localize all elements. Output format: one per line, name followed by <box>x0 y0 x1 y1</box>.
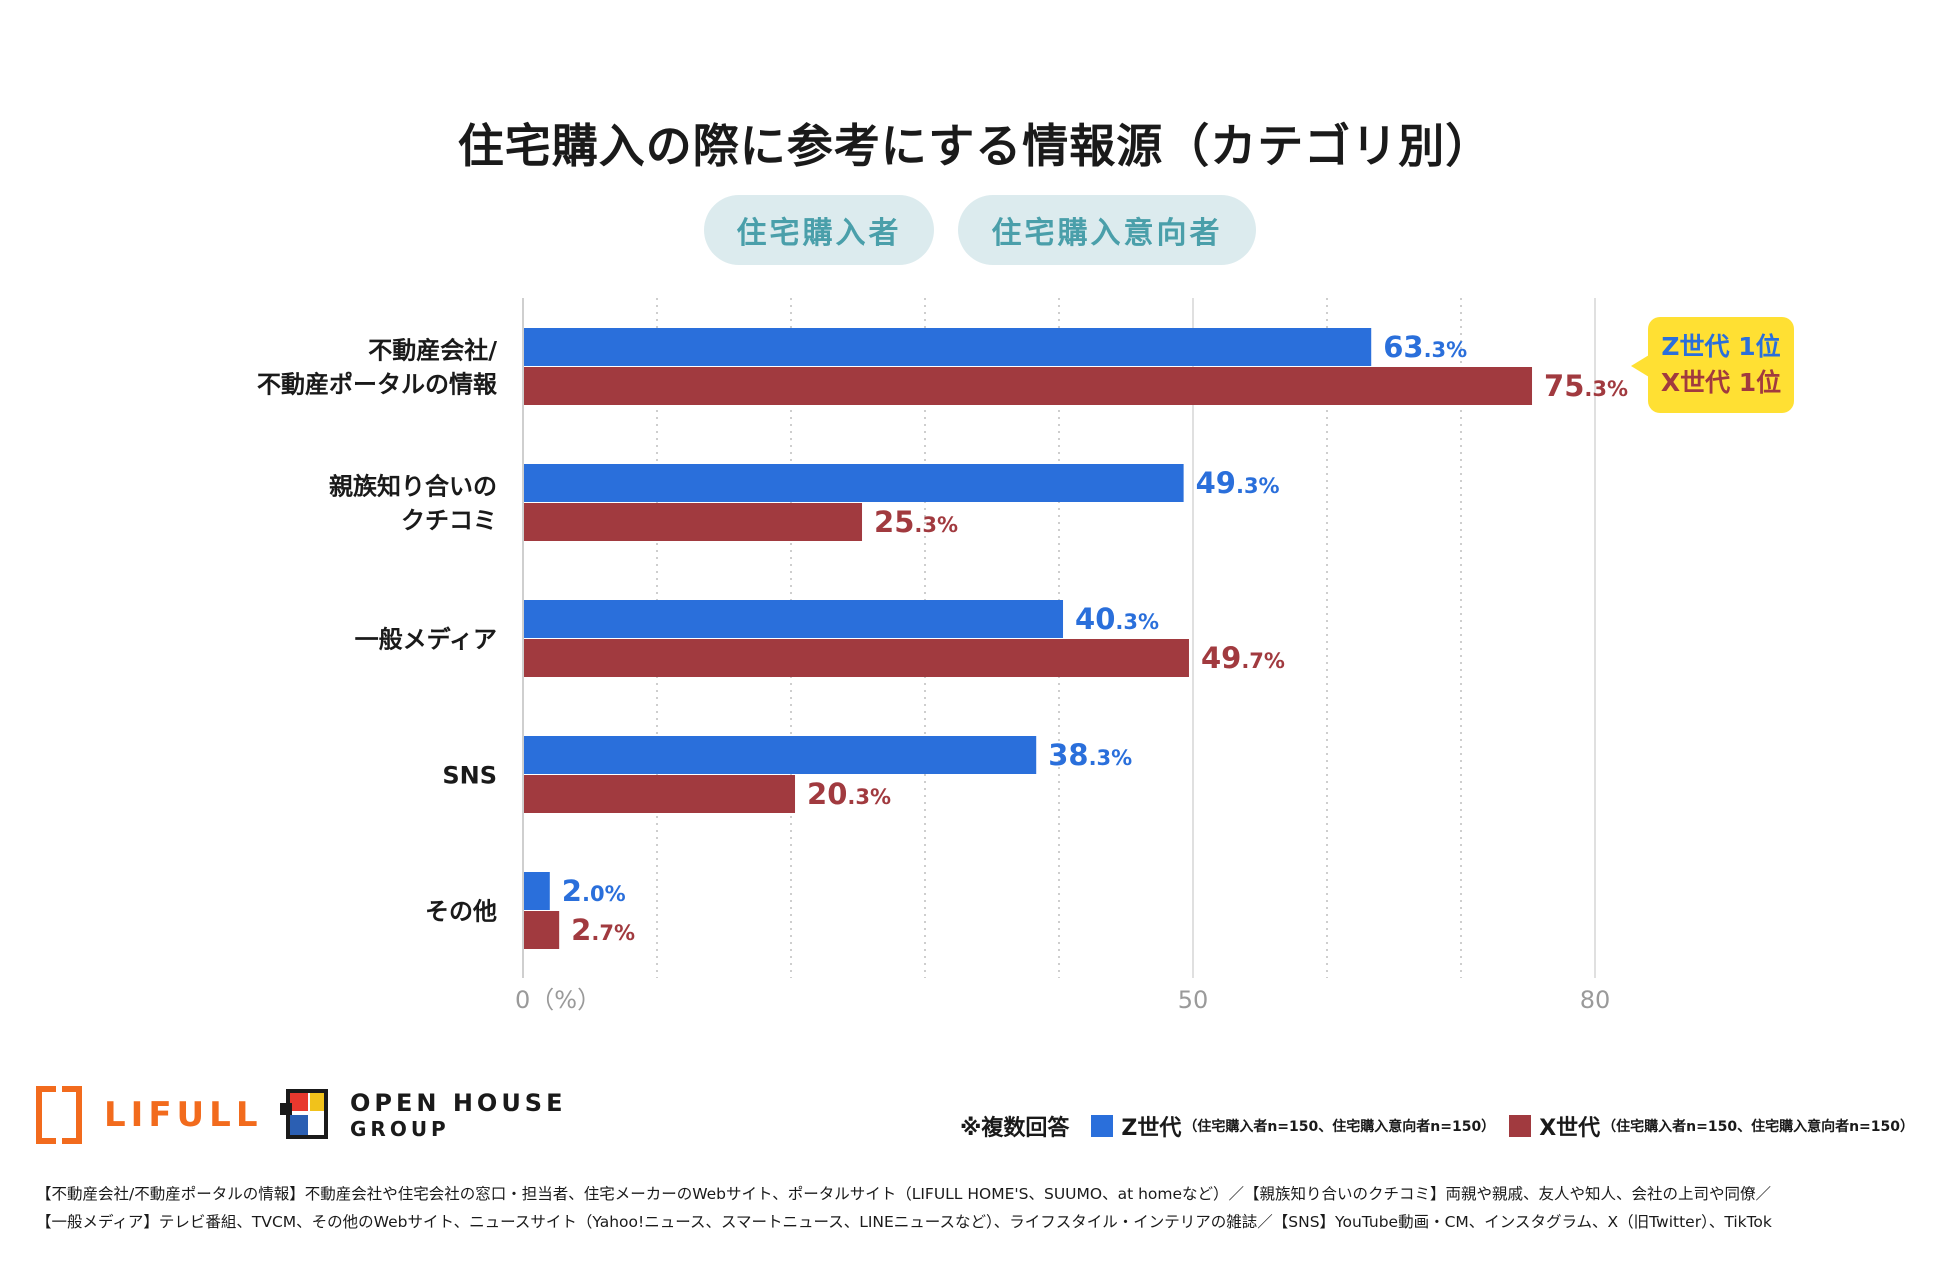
multiple-answers-note: ※複数回答 <box>960 1116 1070 1141</box>
value-label: 2.0% <box>562 874 626 908</box>
category-label: 親族知り合いの <box>329 473 497 501</box>
bar-z <box>523 736 1037 774</box>
lifull-wordmark: LIFULL <box>104 1095 263 1135</box>
category-label: SNS <box>442 762 497 790</box>
value-label: 75.3% <box>1544 369 1628 403</box>
bar-x <box>523 911 560 949</box>
bar-x <box>523 367 1533 405</box>
tag-prospective-buyers: 住宅購入意向者 <box>958 195 1256 265</box>
x-tick-label: 0（%） <box>515 986 601 1014</box>
legend-label-z: Z世代 <box>1121 1116 1182 1141</box>
value-label: 2.7% <box>571 913 635 947</box>
openhouse-mark-icon <box>280 1089 336 1141</box>
bar-x <box>523 775 796 813</box>
chart-title: 住宅購入の際に参考にする情報源（カテゴリ別） <box>457 119 1493 173</box>
bar-x <box>523 503 863 541</box>
badge-x-rank: X世代 1位 <box>1660 368 1782 397</box>
openhouse-group-word: GROUP <box>350 1117 450 1141</box>
value-label: 49.3% <box>1196 466 1280 500</box>
x-tick-label: 80 <box>1580 986 1611 1014</box>
openhouse-wordmark: OPEN HOUSE <box>350 1089 567 1117</box>
footnote-line-1: 【不動産会社/不動産ポータルの情報】不動産会社や住宅会社の窓口・担当者、住宅メー… <box>36 1185 1772 1203</box>
value-label: 38.3% <box>1048 738 1132 772</box>
bar-chart: 0（%） 50 80 不動産会社/不動産ポータルの情報親族知り合いのクチコミ一般メディ… <box>257 298 1628 1014</box>
legend-swatch-x <box>1509 1115 1532 1137</box>
bar-z <box>523 600 1064 638</box>
lifull-logo: LIFULL <box>36 1086 263 1144</box>
openhouse-logo: OPEN HOUSE GROUP <box>280 1088 566 1142</box>
x-tick-label: 50 <box>1178 986 1209 1014</box>
category-label: その他 <box>425 898 497 926</box>
category-label: 一般メディア <box>355 626 497 654</box>
category-label: クチコミ <box>401 507 497 535</box>
value-label: 63.3% <box>1383 330 1467 364</box>
category-footnote: 【不動産会社/不動産ポータルの情報】不動産会社や住宅会社の窓口・担当者、住宅メー… <box>36 1180 1916 1236</box>
bar-z <box>523 464 1184 502</box>
legend-label-x: X世代 <box>1539 1116 1601 1141</box>
bar-z <box>523 328 1372 366</box>
bar-x <box>523 639 1189 677</box>
legend-detail-x: （住宅購入者n=150、住宅購入意向者n=150） <box>1602 1119 1914 1135</box>
bar-z <box>523 872 550 910</box>
value-label: 49.7% <box>1201 641 1285 675</box>
value-label: 40.3% <box>1075 602 1159 636</box>
value-label: 25.3% <box>874 505 958 539</box>
badge-z-rank: Z世代 1位 <box>1661 332 1781 361</box>
chart-legend: ※複数回答 Z世代 （住宅購入者n=150、住宅購入意向者n=150） X世代 … <box>960 1110 1914 1142</box>
tag-home-buyers: 住宅購入者 <box>704 195 934 265</box>
lifull-mark-icon <box>36 1086 82 1144</box>
value-label: 20.3% <box>807 777 891 811</box>
category-label: 不動産ポータルの情報 <box>257 371 498 399</box>
footnote-line-2: 【一般メディア】テレビ番組、TVCM、その他のWebサイト、ニュースサイト（Ya… <box>36 1213 1772 1231</box>
legend-detail-z: （住宅購入者n=150、住宅購入意向者n=150） <box>1183 1119 1496 1135</box>
rank-badge: Z世代 1位 X世代 1位 <box>1631 317 1794 413</box>
legend-swatch-z <box>1091 1115 1114 1137</box>
category-label: 不動産会社/ <box>368 337 497 365</box>
